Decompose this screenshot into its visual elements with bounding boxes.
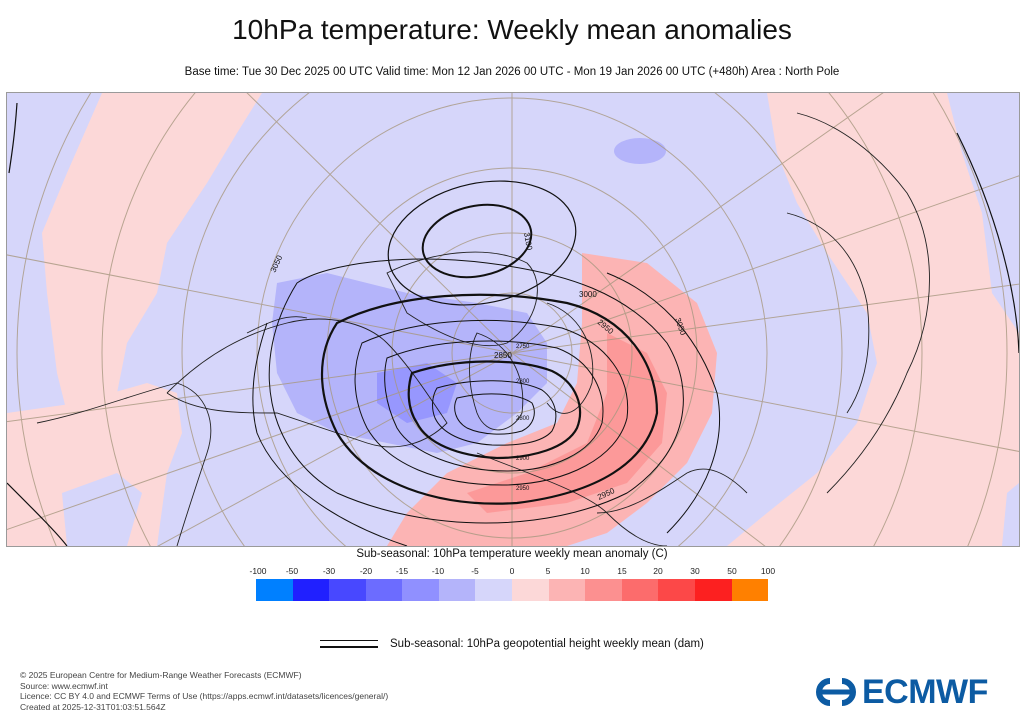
line-sample-icon	[320, 639, 378, 649]
colorbar-swatch	[658, 579, 695, 601]
licence-text: Licence: CC BY 4.0 and ECMWF Terms of Us…	[20, 691, 389, 701]
svg-text:2900: 2900	[516, 456, 530, 462]
warm-anomaly-east	[727, 93, 1019, 546]
colorbar-tick: 30	[690, 566, 700, 576]
colorbar-tick: -50	[285, 566, 299, 576]
colorbar-tick: 0	[509, 566, 515, 576]
colorbar-title: Sub-seasonal: 10hPa temperature weekly m…	[356, 548, 668, 560]
chart-title: 10hPa temperature: Weekly mean anomalies	[232, 14, 792, 45]
colorbar-swatch	[292, 579, 330, 601]
svg-text:3100: 3100	[522, 232, 534, 252]
svg-text:2800: 2800	[516, 379, 530, 385]
colorbar-swatch	[329, 579, 366, 601]
colorbar-swatch	[475, 579, 513, 601]
svg-text:2950: 2950	[516, 486, 530, 492]
svg-text:2800: 2800	[516, 416, 530, 422]
colorbar-swatch	[402, 579, 439, 601]
colorbar-swatch	[438, 579, 476, 601]
colorbar-swatch	[694, 579, 732, 601]
cold-anomaly-arctic	[272, 273, 547, 453]
graticule	[7, 93, 1019, 546]
colorbar	[256, 579, 769, 601]
colorbar-swatch	[585, 579, 622, 601]
colorbar-tick: -15	[395, 566, 409, 576]
colorbar-tick: 100	[760, 566, 776, 576]
colorbar-swatch	[731, 579, 769, 601]
colorbar-tick: -5	[471, 566, 479, 576]
colorbar-tick: 5	[545, 566, 551, 576]
chart-subtitle: Base time: Tue 30 Dec 2025 00 UTC Valid …	[184, 66, 840, 78]
footer: © 2025 European Centre for Medium-Range …	[20, 670, 388, 712]
height-contours	[7, 102, 1019, 546]
colorbar-tick: -100	[249, 566, 267, 576]
svg-text:2850: 2850	[494, 351, 512, 360]
colorbar-tick: 20	[653, 566, 663, 576]
copyright-text: © 2025 European Centre for Medium-Range …	[20, 670, 302, 680]
warm-anomaly-west	[42, 93, 262, 413]
colorbar-tick: -20	[359, 566, 373, 576]
map-canvas: 3100 3000 2950 3050 3050 2850 2750 2800 …	[7, 93, 1019, 546]
svg-text:3000: 3000	[579, 290, 597, 299]
svg-text:2750: 2750	[516, 344, 530, 350]
ecmwf-logo: ECMWF	[814, 672, 988, 711]
colorbar-tick: 15	[617, 566, 627, 576]
colorbar-swatch	[512, 579, 549, 601]
colorbar-swatch	[256, 579, 293, 601]
line-legend-label: Sub-seasonal: 10hPa geopotential height …	[390, 638, 704, 650]
colorbar-swatch	[365, 579, 403, 601]
ecmwf-logo-icon	[816, 678, 856, 706]
polar-map: 3100 3000 2950 3050 3050 2850 2750 2800 …	[6, 92, 1020, 547]
cold-anomaly-small	[614, 138, 666, 164]
created-text: Created at 2025-12-31T01:03:51.564Z	[20, 701, 166, 712]
colorbar-swatch	[621, 579, 659, 601]
colorbar-tick: -10	[431, 566, 445, 576]
colorbar-tick: 50	[727, 566, 737, 576]
colorbar-swatch	[548, 579, 586, 601]
colorbar-tick: -30	[322, 566, 336, 576]
ecmwf-logo-text: ECMWF	[862, 672, 988, 711]
colorbar-tick: 10	[580, 566, 590, 576]
source-text: Source: www.ecmwf.int	[20, 680, 108, 691]
contour-line-legend: Sub-seasonal: 10hPa geopotential height …	[320, 636, 704, 652]
colorbar-ticks: -100 -50 -30 -20 -15 -10 -5 0 5 10 15 20…	[240, 566, 786, 578]
